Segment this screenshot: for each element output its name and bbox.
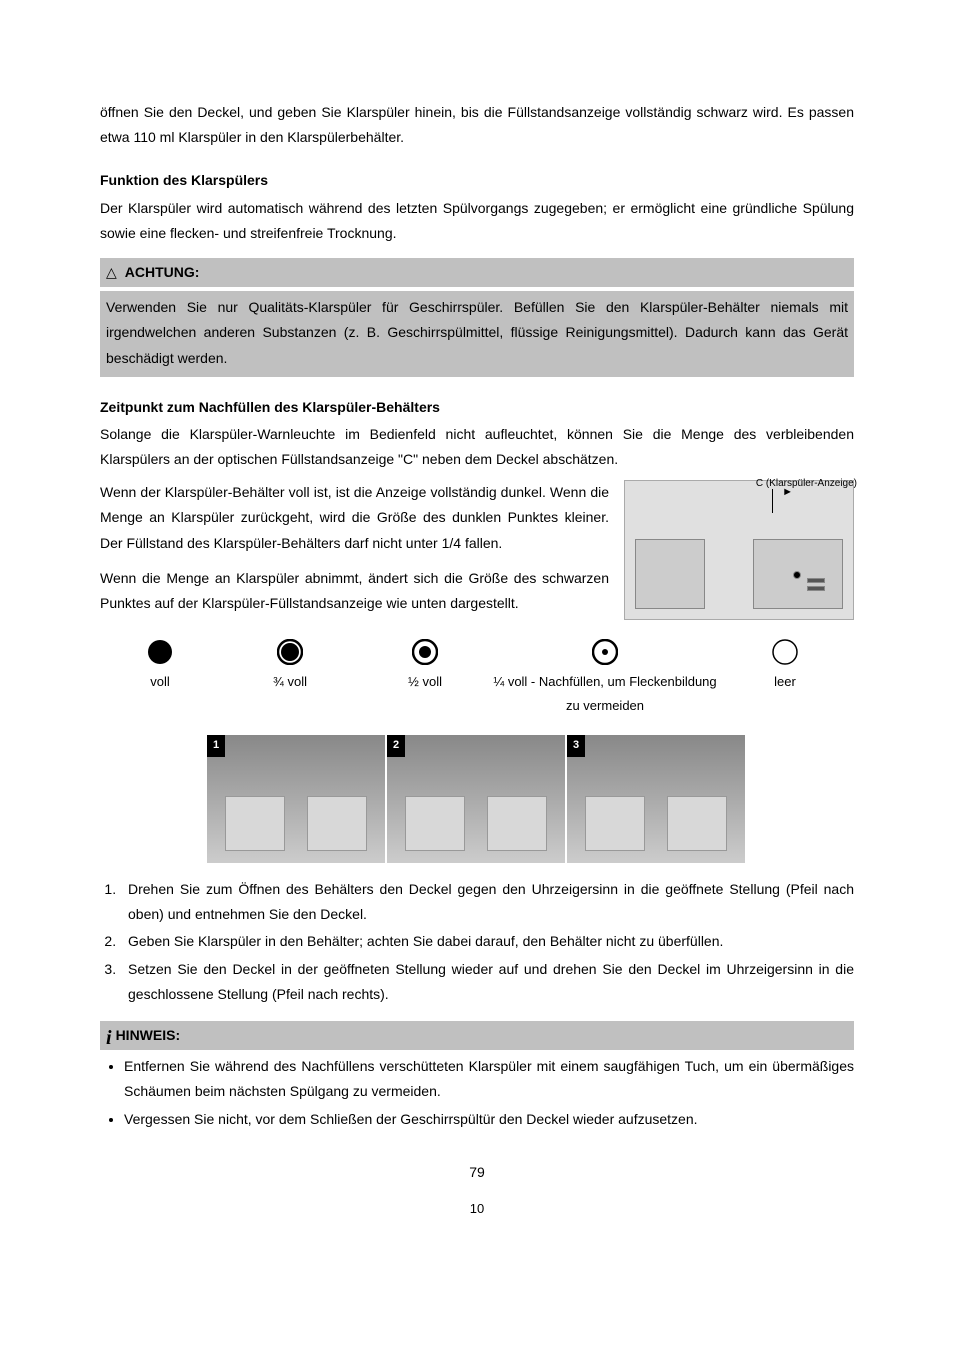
step-item: Geben Sie Klarspüler in den Behälter; ac… xyxy=(120,929,854,954)
achtung-text: Verwenden Sie nur Qualitäts-Klarspüler f… xyxy=(100,291,854,377)
hinweis-header: i HINWEIS: xyxy=(100,1021,854,1050)
fill-level-label: ¾ voll xyxy=(273,670,307,693)
fill-level-icon xyxy=(412,638,438,666)
warning-triangle-icon: △ xyxy=(106,260,117,285)
zeitpunkt-p2: Wenn der Klarspüler-Behälter voll ist, i… xyxy=(100,480,609,556)
funktion-title: Funktion des Klarspülers xyxy=(100,168,854,193)
intro-paragraph: öffnen Sie den Deckel, und geben Sie Kla… xyxy=(100,100,854,150)
step-image: 2 xyxy=(387,735,567,863)
indicator-line xyxy=(772,489,773,513)
step-badge: 3 xyxy=(567,735,585,757)
fill-level-label: ¼ voll - Nachfüllen, um Fleckenbildung z… xyxy=(490,670,720,717)
zeitpunkt-p1: Solange die Klarspüler-Warnleuchte im Be… xyxy=(100,422,854,472)
fill-level-icon xyxy=(772,638,798,666)
fill-level-icon xyxy=(592,638,618,666)
step-image: 3 xyxy=(567,735,747,863)
steps-list: Drehen Sie zum Öffnen des Behälters den … xyxy=(100,877,854,1007)
info-icon: i xyxy=(106,1028,112,1048)
fill-level-icon xyxy=(147,638,173,666)
hinweis-item: Entfernen Sie während des Nachfüllens ve… xyxy=(124,1054,854,1104)
step-badge: 1 xyxy=(207,735,225,757)
indicator-arrow-icon: ► xyxy=(782,483,793,503)
fill-level-icon xyxy=(277,638,303,666)
fill-level-item: ¾ voll xyxy=(220,638,360,717)
funktion-text: Der Klarspüler wird automatisch während … xyxy=(100,196,854,246)
fill-level-item: leer xyxy=(720,638,850,717)
step-badge: 2 xyxy=(387,735,405,757)
page-number-sub: 10 xyxy=(100,1197,854,1220)
zeitpunkt-p3: Wenn die Menge an Klarspüler abnimmt, än… xyxy=(100,566,609,616)
step-item: Drehen Sie zum Öffnen des Behälters den … xyxy=(120,877,854,927)
step-images-row: 1 2 3 xyxy=(100,735,854,863)
fill-level-item: ½ voll xyxy=(360,638,490,717)
step-item: Setzen Sie den Deckel in der geöffneten … xyxy=(120,957,854,1007)
fill-level-label: leer xyxy=(774,670,796,693)
achtung-header: △ ACHTUNG: xyxy=(100,258,854,287)
indicator-diagram: C (Klarspüler-Anzeige) ► xyxy=(624,480,854,620)
hinweis-item: Vergessen Sie nicht, vor dem Schließen d… xyxy=(124,1107,854,1132)
fill-level-item: voll xyxy=(100,638,220,717)
page-number-main: 79 xyxy=(100,1160,854,1185)
fill-level-row: voll ¾ voll ½ voll ¼ voll - Nachfüllen, um … xyxy=(100,638,854,717)
achtung-label: ACHTUNG: xyxy=(125,260,200,285)
step-image: 1 xyxy=(207,735,387,863)
fill-level-item: ¼ voll - Nachfüllen, um Fleckenbildung z… xyxy=(490,638,720,717)
fill-level-label: voll xyxy=(150,670,170,693)
hinweis-list: Entfernen Sie während des Nachfüllens ve… xyxy=(100,1054,854,1132)
fill-level-label: ½ voll xyxy=(408,670,442,693)
zeitpunkt-title: Zeitpunkt zum Nachfüllen des Klarspüler-… xyxy=(100,395,854,420)
hinweis-label: HINWEIS: xyxy=(116,1023,181,1048)
